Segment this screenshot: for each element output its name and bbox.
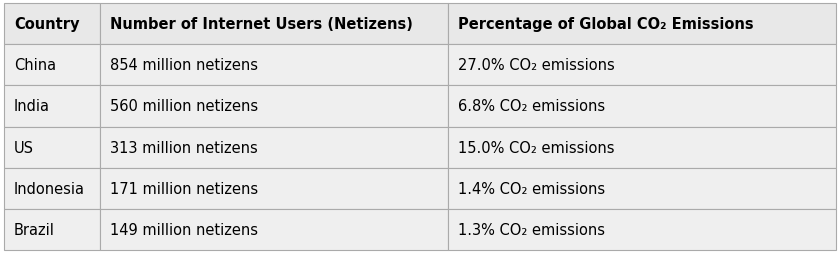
Text: 149 million netizens: 149 million netizens [110,222,258,237]
Bar [100,209,448,250]
Text: US: US [14,140,34,155]
Text: Country: Country [14,17,80,32]
Text: 560 million netizens: 560 million netizens [110,99,258,114]
Text: 1.3% CO₂ emissions: 1.3% CO₂ emissions [458,222,605,237]
Text: India: India [14,99,50,114]
Bar [4,86,100,127]
Bar [448,127,836,168]
Bar [100,127,448,168]
Bar [4,168,100,209]
Text: 15.0% CO₂ emissions: 15.0% CO₂ emissions [458,140,614,155]
Bar [448,45,836,86]
Text: Percentage of Global CO₂ Emissions: Percentage of Global CO₂ Emissions [458,17,753,32]
Text: Indonesia: Indonesia [14,181,85,196]
Bar [448,168,836,209]
Bar [100,45,448,86]
Text: 854 million netizens: 854 million netizens [110,58,258,73]
Bar [4,127,100,168]
Bar [100,4,448,45]
Text: 171 million netizens: 171 million netizens [110,181,258,196]
Bar [448,209,836,250]
Text: China: China [14,58,56,73]
Bar [448,4,836,45]
Bar [4,45,100,86]
Text: Number of Internet Users (Netizens): Number of Internet Users (Netizens) [110,17,412,32]
Text: 1.4% CO₂ emissions: 1.4% CO₂ emissions [458,181,605,196]
Text: 27.0% CO₂ emissions: 27.0% CO₂ emissions [458,58,615,73]
Bar [4,209,100,250]
Text: 313 million netizens: 313 million netizens [110,140,258,155]
Bar [448,86,836,127]
Text: 6.8% CO₂ emissions: 6.8% CO₂ emissions [458,99,605,114]
Bar [4,4,100,45]
Bar [100,86,448,127]
Bar [100,168,448,209]
Text: Brazil: Brazil [14,222,55,237]
